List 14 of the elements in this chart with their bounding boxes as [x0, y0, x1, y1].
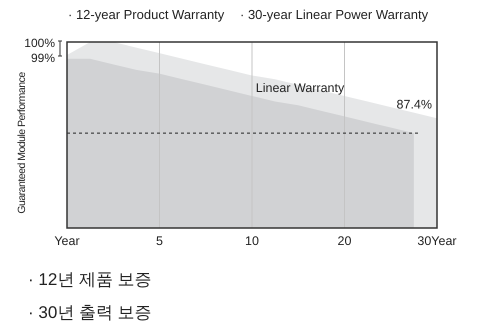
- text: · 12년 제품 보증: [28, 270, 152, 289]
- text: 100%: [24, 36, 56, 50]
- text: · 12-year Product Warranty: [68, 7, 225, 22]
- x-tick-label: Year: [54, 234, 80, 248]
- x-tick-label: 20: [338, 234, 352, 248]
- text: · 30-year Linear Power Warranty: [240, 7, 429, 22]
- x-tick-label: 10: [245, 234, 259, 248]
- series-label: Linear Warranty: [256, 81, 345, 95]
- annotation: 87.4%: [396, 97, 432, 112]
- text: · 30년 출력 보증: [28, 303, 152, 322]
- x-tick-label: 30Year: [417, 234, 457, 248]
- x-tick-label: 5: [156, 234, 164, 248]
- y-axis-title: Guaranteed Module Performance: [16, 72, 28, 214]
- text: 99%: [30, 51, 56, 65]
